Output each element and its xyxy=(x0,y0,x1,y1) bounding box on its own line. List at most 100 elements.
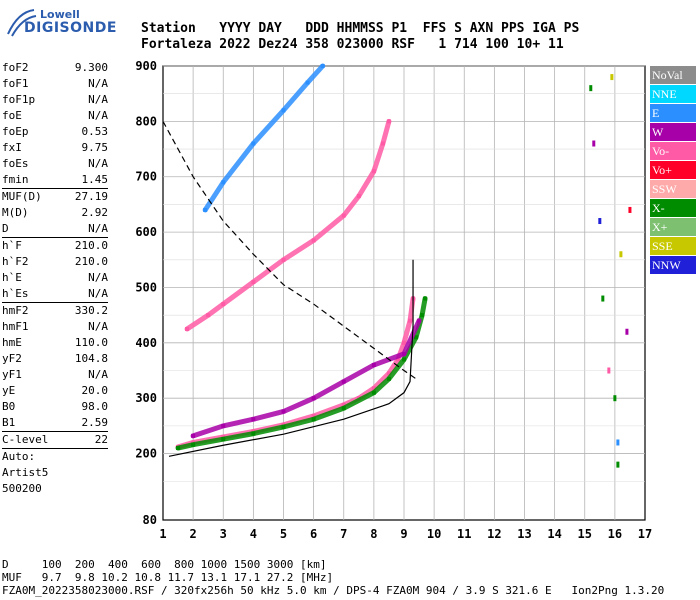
y-tick-label: 500 xyxy=(135,280,157,294)
data-point xyxy=(341,379,346,384)
legend-item-x-plus: X+ xyxy=(650,218,696,236)
echo-point xyxy=(628,206,632,213)
param-row: foF2 9.300 xyxy=(2,61,108,74)
data-point xyxy=(423,296,428,301)
param-row: hmF2 330.2 xyxy=(2,304,108,317)
param-row: yE 20.0 xyxy=(2,384,108,397)
echo-point xyxy=(610,74,614,81)
data-point xyxy=(203,207,208,212)
data-point xyxy=(251,431,256,436)
x-tick-label: 17 xyxy=(638,527,652,541)
x-tick-label: 10 xyxy=(427,527,441,541)
x-tick-label: 9 xyxy=(400,527,407,541)
data-point xyxy=(311,417,316,422)
param-row: MUF(D) 27.19 xyxy=(2,190,108,203)
echo-point xyxy=(607,367,611,374)
y-tick-label: 900 xyxy=(135,59,157,73)
data-point xyxy=(176,446,181,451)
station-header: Station YYYY DAY DDD HHMMSS P1 FFS S AXN… xyxy=(141,21,579,53)
data-point xyxy=(251,141,256,146)
param-row: foEs N/A xyxy=(2,157,108,170)
data-point xyxy=(251,279,256,284)
series-line xyxy=(162,121,417,380)
param-row: h`F2 210.0 xyxy=(2,255,108,268)
y-tick-label: 700 xyxy=(135,170,157,184)
x-tick-label: 15 xyxy=(578,527,592,541)
series-line xyxy=(168,259,414,457)
echo-point xyxy=(616,439,620,446)
param-row: foF1 N/A xyxy=(2,77,108,90)
data-point xyxy=(341,406,346,411)
y-tick-label: 800 xyxy=(135,114,157,128)
data-point xyxy=(341,402,346,407)
data-point xyxy=(402,340,406,345)
logo-line2: DIGISONDE xyxy=(24,20,117,36)
data-point xyxy=(402,357,406,362)
y-tick-label: 600 xyxy=(135,225,157,239)
echo-point xyxy=(598,218,602,225)
data-point xyxy=(305,80,310,85)
data-point xyxy=(281,108,286,113)
data-point xyxy=(371,362,376,367)
x-tick-label: 16 xyxy=(608,527,622,541)
auto-code: 500200 xyxy=(2,482,42,495)
legend: NoVal NNE E W Vo- Vo+ SSW X- X+ SSE NNW xyxy=(650,66,696,275)
param-row: B1 2.59 xyxy=(2,416,108,429)
echo-point xyxy=(619,251,623,258)
param-row: hmF1 N/A xyxy=(2,320,108,333)
data-point xyxy=(417,318,422,323)
divider xyxy=(2,302,108,303)
echo-point xyxy=(625,328,629,335)
param-row: D N/A xyxy=(2,222,108,235)
x-tick-label: 2 xyxy=(190,527,197,541)
x-tick-label: 7 xyxy=(340,527,347,541)
logo-line1: Lowell xyxy=(40,8,80,21)
param-row: h`F 210.0 xyxy=(2,239,108,252)
legend-item-w: W xyxy=(650,123,696,141)
legend-item-ssw: SSW xyxy=(650,180,696,198)
param-row: foEp 0.53 xyxy=(2,125,108,138)
distance-row: D 100 200 400 600 800 1000 1500 3000 [km… xyxy=(2,558,327,571)
data-point xyxy=(420,313,425,318)
x-tick-label: 13 xyxy=(517,527,531,541)
data-point xyxy=(221,437,226,442)
y-tick-label: 400 xyxy=(135,336,157,350)
x-tick-label: 11 xyxy=(457,527,471,541)
x-tick-label: 1 xyxy=(159,527,166,541)
legend-item-x-minus: X- xyxy=(650,199,696,217)
legend-item-sse: SSE xyxy=(650,237,696,255)
param-row: M(D) 2.92 xyxy=(2,206,108,219)
x-tick-label: 14 xyxy=(547,527,561,541)
auto-artist: Artist5 xyxy=(2,466,49,479)
params-group3: h`F 210.0 h`F2 210.0 h`E N/A h`Es N/A xyxy=(2,238,108,302)
echo-point xyxy=(589,85,593,92)
x-tick-label: 8 xyxy=(370,527,377,541)
divider xyxy=(2,188,108,189)
data-point xyxy=(191,442,196,447)
param-row: hmE 110.0 xyxy=(2,336,108,349)
clevel-row: C-level 22 xyxy=(2,433,108,446)
params-group2: MUF(D) 27.19 M(D) 2.92 D N/A xyxy=(2,189,108,237)
param-row: foE N/A xyxy=(2,109,108,122)
data-point xyxy=(221,423,226,428)
divider xyxy=(2,237,108,238)
data-point xyxy=(251,417,256,422)
echo-point xyxy=(613,395,617,402)
footer-info: D 100 200 400 600 800 1000 1500 3000 [km… xyxy=(2,558,664,597)
file-info-row: FZA0M_2022358023000.RSF / 320fx256h 50 k… xyxy=(2,584,665,597)
data-point xyxy=(395,357,400,362)
data-point xyxy=(371,386,376,391)
legend-item-noval: NoVal xyxy=(650,66,696,84)
data-point xyxy=(386,376,391,381)
data-point xyxy=(341,213,346,218)
params-group4: hmF2 330.2 hmF1 N/A hmE 110.0 yF2 104.8 yF1 N… xyxy=(2,303,108,431)
param-row: fmin 1.45 xyxy=(2,173,108,186)
data-point xyxy=(320,64,325,68)
y-tick-label: 200 xyxy=(135,447,157,461)
legend-item-vo-plus: Vo+ xyxy=(650,161,696,179)
legend-item-nne: NNE xyxy=(650,85,696,103)
data-point xyxy=(221,302,226,307)
data-point xyxy=(311,238,316,243)
data-point xyxy=(191,433,196,438)
data-point xyxy=(281,257,286,262)
